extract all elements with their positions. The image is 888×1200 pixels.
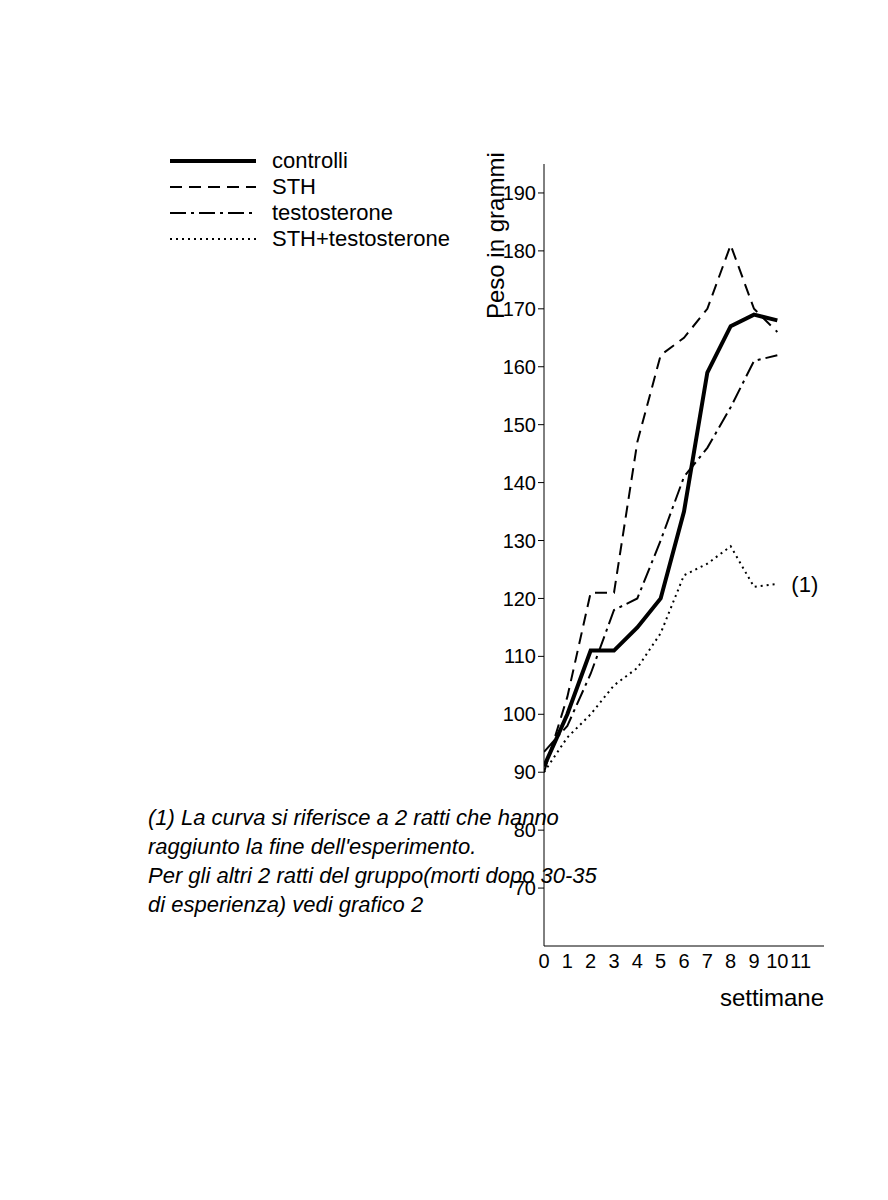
svg-text:160: 160 xyxy=(503,356,536,378)
svg-text:4: 4 xyxy=(632,950,643,972)
svg-text:100: 100 xyxy=(503,703,536,725)
svg-text:1: 1 xyxy=(562,950,573,972)
svg-text:(1): (1) xyxy=(791,572,818,597)
svg-text:130: 130 xyxy=(503,530,536,552)
svg-text:11: 11 xyxy=(790,950,811,972)
svg-text:Peso in grammi: Peso in grammi xyxy=(482,152,509,319)
svg-text:150: 150 xyxy=(503,414,536,436)
svg-text:140: 140 xyxy=(503,472,536,494)
svg-text:9: 9 xyxy=(748,950,759,972)
svg-text:120: 120 xyxy=(503,588,536,610)
svg-text:6: 6 xyxy=(678,950,689,972)
svg-text:10: 10 xyxy=(766,950,788,972)
svg-text:settimane: settimane xyxy=(720,984,824,1011)
svg-text:3: 3 xyxy=(608,950,619,972)
svg-text:110: 110 xyxy=(504,645,536,667)
svg-text:8: 8 xyxy=(725,950,736,972)
svg-text:0: 0 xyxy=(538,950,549,972)
svg-text:7: 7 xyxy=(702,950,713,972)
svg-text:5: 5 xyxy=(655,950,666,972)
svg-text:2: 2 xyxy=(585,950,596,972)
svg-text:90: 90 xyxy=(514,761,536,783)
